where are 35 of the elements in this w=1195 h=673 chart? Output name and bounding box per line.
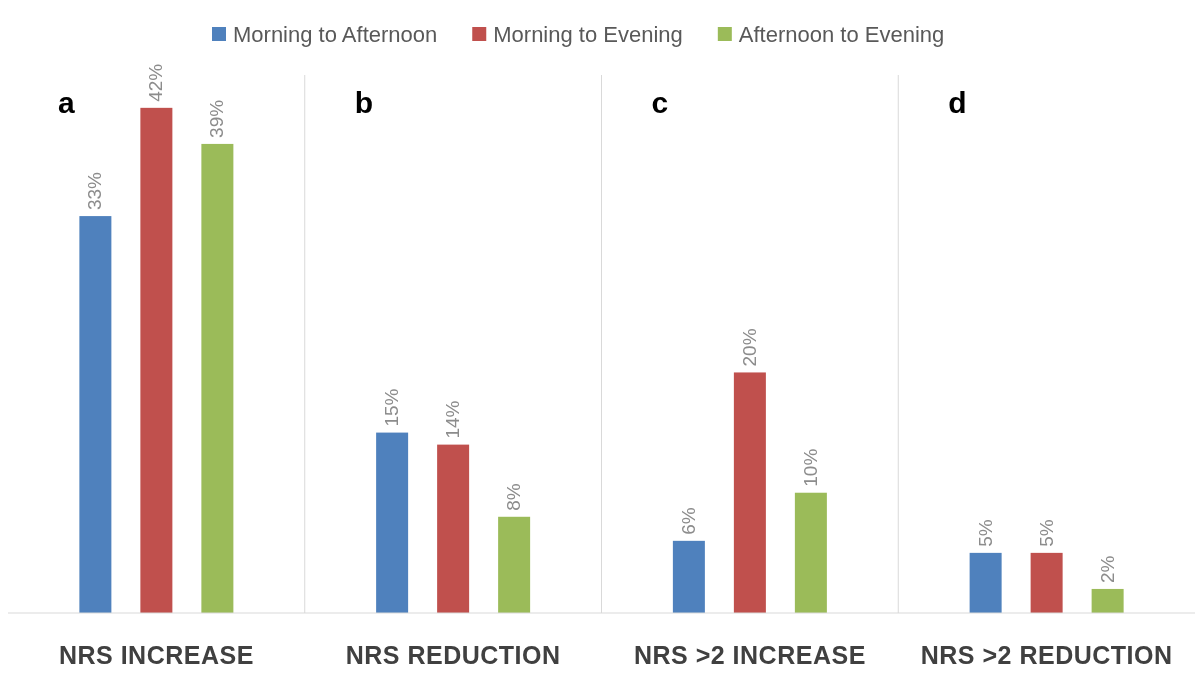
- data-label: 5%: [974, 519, 996, 547]
- legend-label: Morning to Evening: [493, 22, 683, 47]
- data-label: 2%: [1096, 555, 1118, 583]
- annotation: b: [354, 86, 374, 119]
- bar: [140, 107, 173, 613]
- data-label: 42%: [145, 63, 167, 102]
- data-label: 6%: [677, 507, 699, 535]
- data-label: 5%: [1035, 519, 1057, 547]
- data-label: 14%: [442, 400, 464, 439]
- data-label: 33%: [84, 171, 106, 211]
- annotation: c: [651, 86, 669, 119]
- bar: [201, 143, 234, 613]
- bar: [79, 216, 112, 613]
- annotation: a: [58, 86, 75, 119]
- data-label: 15%: [381, 388, 403, 427]
- bar: [376, 432, 409, 613]
- bar: [1030, 552, 1063, 613]
- data-label: 8%: [503, 483, 525, 511]
- x-tick-label: NRS REDUCTION: [345, 641, 561, 669]
- data-label: 39%: [206, 99, 228, 138]
- bar: [1091, 588, 1124, 613]
- bar: [498, 516, 531, 613]
- x-tick-label: NRS INCREASE: [58, 641, 254, 669]
- x-tick-label: NRS >2 INCREASE: [633, 641, 866, 669]
- legend-label: Afternoon to Evening: [738, 22, 945, 47]
- annotation: d: [948, 86, 967, 119]
- data-label: 10%: [799, 448, 821, 487]
- bar: [437, 444, 470, 613]
- bar: [969, 552, 1002, 613]
- bar: [794, 492, 827, 613]
- bar: [672, 540, 705, 613]
- data-label: 20%: [738, 328, 760, 367]
- legend-label: Morning to Afternoon: [233, 22, 438, 47]
- bar: [733, 372, 766, 613]
- x-tick-label: NRS >2 REDUCTION: [920, 641, 1173, 669]
